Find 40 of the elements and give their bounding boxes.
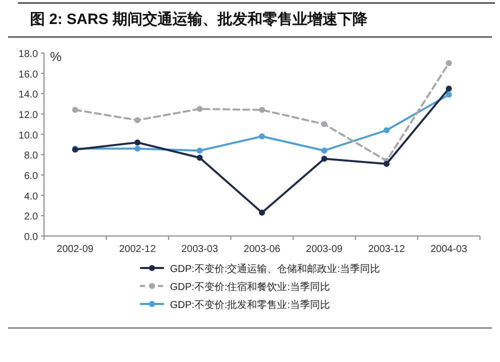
point bbox=[72, 106, 78, 113]
x-tick-label: 2003-12 bbox=[368, 244, 406, 255]
y-axis-title: % bbox=[50, 49, 62, 64]
legend-label: GDP:不变价:批发和零售业:当季同比 bbox=[170, 299, 330, 311]
point bbox=[134, 146, 140, 152]
y-tick-label: 2.0 bbox=[24, 212, 38, 223]
point bbox=[384, 127, 390, 134]
legend-label: GDP:不变价:交通运输、仓储和邮政业:当季同比 bbox=[170, 263, 380, 275]
point bbox=[259, 133, 265, 140]
point bbox=[446, 92, 452, 98]
y-tick-label: 0.0 bbox=[24, 232, 38, 243]
x-tick-label: 2003-09 bbox=[306, 244, 344, 255]
x-tick-label: 2002-09 bbox=[56, 244, 94, 255]
y-tick-label: 14.0 bbox=[18, 90, 38, 101]
y-tick-label: 6.0 bbox=[24, 171, 38, 182]
point bbox=[446, 86, 452, 92]
point bbox=[321, 121, 328, 128]
point bbox=[134, 139, 140, 146]
point bbox=[196, 106, 203, 112]
point bbox=[259, 210, 265, 216]
x-tick-label: 2003-03 bbox=[181, 244, 218, 255]
point bbox=[446, 60, 452, 66]
legend-label: GDP:不变价:住宿和餐饮业:当季同比 bbox=[170, 281, 330, 293]
y-tick-label: 4.0 bbox=[24, 191, 38, 202]
chart-title: 图 2: SARS 期间交通运输、批发和零售业增速下降 bbox=[30, 10, 369, 28]
point bbox=[134, 117, 140, 124]
point bbox=[196, 148, 203, 154]
point bbox=[321, 148, 328, 154]
y-tick-label: 12.0 bbox=[18, 110, 38, 121]
y-tick-label: 10.0 bbox=[18, 130, 38, 142]
point bbox=[259, 106, 265, 113]
point bbox=[196, 154, 203, 161]
x-tick-label: 2004-03 bbox=[430, 244, 468, 255]
y-tick-label: 8.0 bbox=[24, 150, 38, 162]
point bbox=[321, 156, 328, 162]
x-tick-label: 2002-12 bbox=[119, 244, 156, 255]
y-tick-label: 18.0 bbox=[18, 49, 38, 60]
x-tick-label: 2003-06 bbox=[244, 244, 281, 255]
y-tick-label: 16.0 bbox=[18, 69, 38, 80]
point bbox=[384, 160, 390, 167]
